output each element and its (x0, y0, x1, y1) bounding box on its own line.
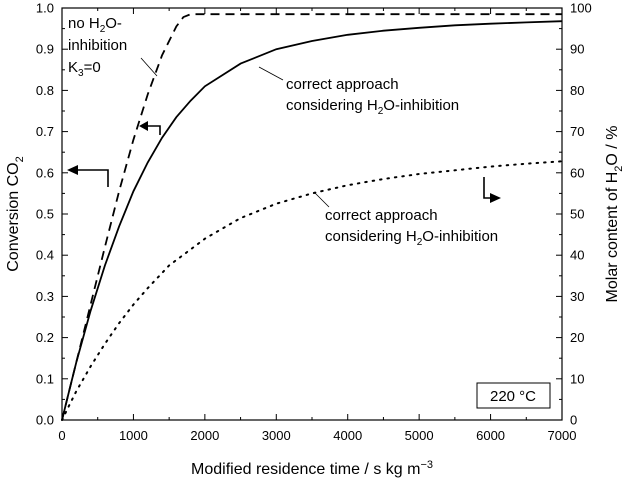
y-left-tick-label: 0.8 (36, 83, 54, 98)
y-left-tick-label: 0.0 (36, 413, 54, 428)
annotation-no-inhibition: no H2O- inhibition K3=0 (68, 15, 127, 79)
y-left-tick-label: 0.7 (36, 124, 54, 139)
svg-text:K3=0: K3=0 (68, 59, 101, 79)
x-tick-label: 2000 (190, 428, 219, 443)
svg-text:correct approach: correct approach (286, 76, 399, 93)
y-right-tick-label: 60 (570, 165, 584, 180)
annotation-solid-curve: correct approach considering H2O-inhibit… (286, 76, 459, 117)
arrow-left-axis-head (67, 165, 78, 175)
y-right-tick-label: 50 (570, 207, 584, 222)
y-left-tick-label: 1.0 (36, 1, 54, 16)
arrow-left-axis (72, 169, 109, 187)
x-tick-label: 1000 (119, 428, 148, 443)
y-left-tick-label: 0.6 (36, 165, 54, 180)
y-right-tick-label: 90 (570, 42, 584, 57)
leader-solid-curve (258, 66, 284, 81)
y-right-tick-label: 20 (570, 330, 584, 345)
y-right-tick-label: 100 (570, 1, 592, 16)
annotation-dotted-curve: correct approach considering H2O-inhibit… (325, 207, 498, 248)
x-tick-label: 3000 (262, 428, 291, 443)
y-left-tick-label: 0.5 (36, 207, 54, 222)
arrow-right-axis-head (490, 193, 501, 203)
y-axis-right-label: Molar content of H2O / % (604, 126, 625, 303)
temperature-label: 220 °C (490, 388, 536, 405)
svg-text:inhibition: inhibition (68, 37, 127, 54)
arrow-small (145, 125, 161, 135)
svg-text:correct approach: correct approach (325, 207, 438, 224)
x-axis-label: Modified residence time / s kg m−3 (191, 459, 433, 478)
plot-frame (61, 7, 563, 421)
y-left-tick-label: 0.9 (36, 42, 54, 57)
series-line-dotted (61, 160, 563, 421)
series-line-solid (61, 20, 563, 421)
y-left-tick-label: 0.4 (36, 248, 54, 263)
svg-text:considering H2O-inhibition: considering H2O-inhibition (286, 97, 459, 117)
svg-text:no H2O-: no H2O- (68, 15, 122, 35)
x-tick-label: 7000 (548, 428, 577, 443)
y-right-tick-label: 10 (570, 371, 584, 386)
series-line-dashed (61, 13, 562, 421)
y-left-tick-label: 0.2 (36, 330, 54, 345)
y-left-tick-label: 0.1 (36, 371, 54, 386)
y-left-tick-label: 0.3 (36, 289, 54, 304)
svg-text:considering H2O-inhibition: considering H2O-inhibition (325, 228, 498, 248)
y-right-tick-label: 70 (570, 124, 584, 139)
y-right-tick-label: 80 (570, 83, 584, 98)
leader-dotted-curve (313, 191, 330, 208)
y-right-tick-label: 0 (570, 413, 577, 428)
y-right-tick-label: 30 (570, 289, 584, 304)
x-tick-label: 4000 (333, 428, 362, 443)
plot-marks (61, 13, 563, 421)
temperature-box: 220 °C (476, 382, 551, 409)
arrow-small-head (139, 121, 148, 131)
y-right-tick-label: 40 (570, 248, 584, 263)
axis-ticks: 0 1000 2000 3000 4000 5000 6000 70000.00.10.20.… (36, 1, 592, 444)
x-tick-label: 6000 (476, 428, 505, 443)
x-tick-label: 0 (58, 428, 65, 443)
x-tick-label: 5000 (405, 428, 434, 443)
leader-no-inhibition (140, 57, 158, 77)
y-axis-left-label: Conversion CO2 (5, 156, 26, 272)
